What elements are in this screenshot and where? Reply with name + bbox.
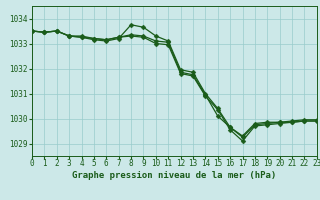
X-axis label: Graphe pression niveau de la mer (hPa): Graphe pression niveau de la mer (hPa)	[72, 171, 276, 180]
